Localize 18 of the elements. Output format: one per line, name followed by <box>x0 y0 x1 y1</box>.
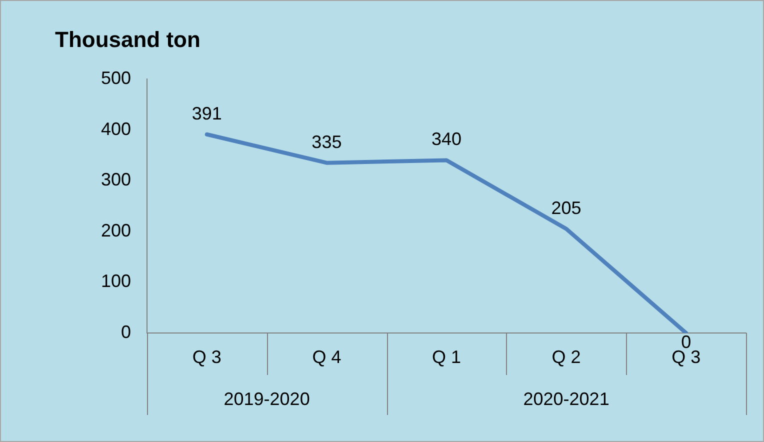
y-tick-label: 300 <box>100 170 131 190</box>
data-label: 205 <box>551 198 582 218</box>
data-label: 391 <box>192 103 222 124</box>
text: 2019-2020 <box>224 388 310 409</box>
y-tick-label: 500 <box>100 68 131 88</box>
x-tick-label: Q 1 <box>432 346 462 367</box>
y-axis-title: Thousand ton <box>55 27 200 52</box>
y-tick-label: 200 <box>100 220 131 240</box>
x-tick-label: Q 2 <box>552 346 581 367</box>
x-tick-label: Q 4 <box>312 346 342 367</box>
data-label: 0 <box>681 332 692 352</box>
data-label: 335 <box>312 132 342 152</box>
y-tick-label: 0 <box>120 322 131 342</box>
y-tick-label: 400 <box>100 118 131 139</box>
x-tick-label: Q 3 <box>192 346 222 367</box>
text: 2020-2021 <box>523 388 610 409</box>
data-label: 340 <box>431 129 462 150</box>
y-tick-label: 100 <box>100 271 131 292</box>
